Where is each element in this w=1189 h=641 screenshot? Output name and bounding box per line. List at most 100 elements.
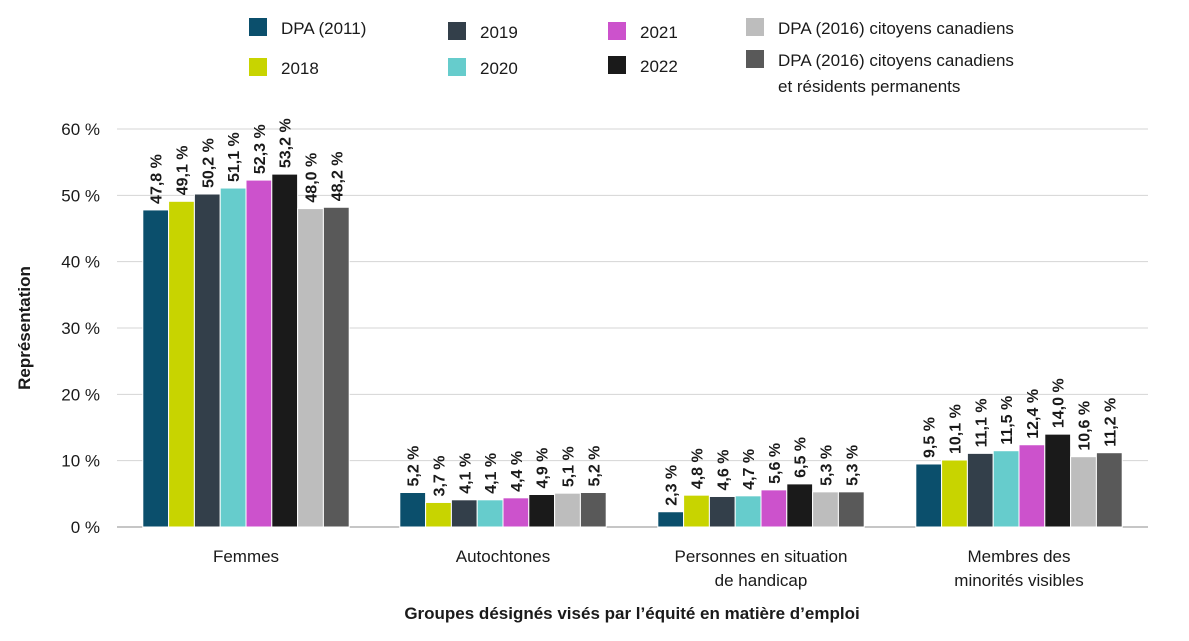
data-label: 53,2 % [278, 118, 295, 168]
data-label: 4,7 % [741, 449, 758, 490]
legend: DPA (2011) 2018 2019 2020 2021 2022 DPA (2016)… [249, 18, 1014, 96]
legend-label: 2019 [480, 23, 518, 42]
bars [142, 173, 1123, 528]
data-label: 47,8 % [149, 154, 166, 204]
category-label: minorités visibles [954, 571, 1083, 590]
bar [657, 511, 685, 528]
legend-label: et résidents permanents [778, 77, 960, 96]
bar [193, 193, 221, 528]
bar [528, 493, 556, 528]
legend-swatch [608, 22, 626, 40]
data-label: 51,1 % [226, 132, 243, 182]
bar [297, 208, 324, 528]
y-tick-label: 50 % [61, 186, 100, 205]
bar [245, 179, 273, 528]
legend-swatch [448, 22, 466, 40]
data-label: 11,2 % [1102, 398, 1119, 447]
category-labels: Femmes Autochtones Personnes en situation d… [213, 547, 1084, 590]
y-tick-label: 60 % [61, 120, 100, 139]
bar [708, 495, 736, 528]
data-label: 2,3 % [664, 465, 681, 506]
legend-label: 2020 [480, 59, 518, 78]
category-label: Femmes [213, 547, 279, 566]
y-tick-label: 20 % [61, 385, 100, 404]
bar [322, 206, 350, 528]
legend-swatch [746, 18, 764, 36]
bar [502, 497, 530, 528]
data-label: 4,1 % [457, 453, 474, 494]
category-label: Membres des [968, 547, 1071, 566]
data-label: 14,0 % [1051, 378, 1068, 428]
bar [425, 501, 452, 528]
bar [450, 499, 478, 528]
data-label: 5,2 % [586, 446, 603, 487]
data-label: 50,2 % [200, 138, 217, 188]
bar [812, 491, 839, 528]
data-label: 5,2 % [406, 446, 423, 487]
bar [1018, 444, 1046, 528]
bar [1095, 452, 1123, 528]
bar [941, 459, 968, 528]
data-label: 12,4 % [1025, 389, 1042, 439]
category-label: Autochtones [456, 547, 551, 566]
data-label: 49,1 % [175, 145, 192, 195]
bar [837, 491, 865, 528]
data-label: 4,6 % [715, 450, 732, 491]
y-tick-label: 30 % [61, 319, 100, 338]
legend-label: 2018 [281, 59, 319, 78]
y-tick-label: 10 % [61, 452, 100, 471]
data-label: 11,1 % [973, 398, 990, 447]
legend-label: DPA (2016) citoyens canadiens [778, 19, 1014, 38]
legend-label: 2022 [640, 57, 678, 76]
bar [786, 483, 814, 528]
y-tick-label: 40 % [61, 253, 100, 272]
legend-swatch [608, 56, 626, 74]
bar [219, 187, 247, 528]
data-label: 4,9 % [535, 448, 552, 489]
bar [476, 499, 504, 528]
legend-swatch [448, 58, 466, 76]
data-label: 4,8 % [690, 448, 707, 489]
bar [966, 452, 994, 528]
data-label: 5,6 % [767, 443, 784, 484]
data-label: 9,5 % [922, 417, 939, 458]
data-label: 5,3 % [844, 445, 861, 486]
bar [760, 489, 788, 528]
bar [399, 492, 427, 528]
data-label: 11,5 % [999, 396, 1016, 445]
bar [992, 450, 1020, 528]
y-tick-label: 0 % [71, 518, 100, 537]
bar [1044, 433, 1072, 528]
legend-label: DPA (2011) [281, 19, 366, 38]
bar [168, 200, 195, 528]
data-label: 4,1 % [483, 453, 500, 494]
bar [142, 209, 170, 528]
data-label: 52,3 % [252, 124, 269, 174]
y-axis-title: Représentation [15, 266, 34, 390]
x-axis-title: Groupes désignés visés par l’équité en m… [404, 604, 859, 623]
bar [683, 494, 710, 528]
data-label: 48,2 % [329, 151, 346, 201]
y-axis-ticks: 0 % 10 % 20 % 30 % 40 % 50 % 60 % [61, 120, 100, 537]
bar [271, 173, 299, 528]
data-labels: 47,8 % 5,2 % 2,3 % 9,5 % 49,1 % 3,7 % 4,8 % 10,… [149, 118, 1120, 505]
data-label: 48,0 % [304, 153, 321, 203]
category-label: Personnes en situation [675, 547, 848, 566]
data-label: 10,6 % [1077, 401, 1094, 451]
legend-swatch [249, 58, 267, 76]
data-label: 4,4 % [509, 451, 526, 492]
legend-label: DPA (2016) citoyens canadiens [778, 51, 1014, 70]
bar [734, 495, 762, 528]
category-label: de handicap [715, 571, 808, 590]
legend-swatch [746, 50, 764, 68]
data-label: 5,3 % [819, 445, 836, 486]
data-label: 5,1 % [561, 446, 578, 487]
data-label: 10,1 % [948, 404, 965, 454]
legend-swatch [249, 18, 267, 36]
bar [1070, 456, 1097, 528]
bar [915, 463, 943, 528]
data-label: 3,7 % [432, 456, 449, 497]
bar [579, 492, 607, 528]
bar [554, 492, 581, 528]
